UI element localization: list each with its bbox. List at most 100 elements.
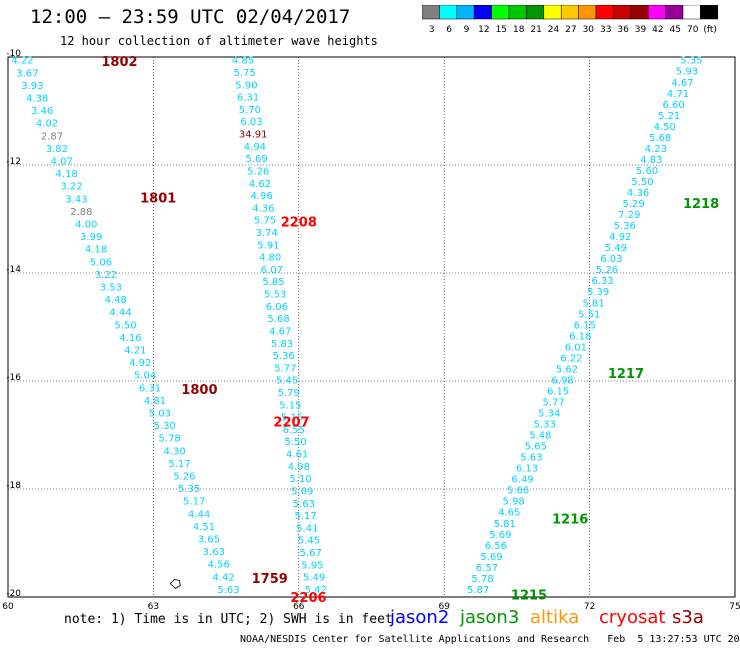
wave-height-value: 4.61: [286, 450, 308, 461]
lat-tick-label: -20: [6, 589, 21, 599]
wave-height-value: 5.45: [298, 536, 320, 547]
wave-height-value: 34.91: [239, 130, 268, 141]
wave-height-value: 5.83: [271, 339, 293, 350]
wave-height-map: 60 63 66 69 72 75 -10 -12 -14 -16 -18 -20 4.223.67 3.…: [2, 49, 740, 610]
legend-jason2: jason2: [390, 607, 450, 628]
lon-tick-label: 60: [2, 602, 14, 610]
wave-height-value: 5.50: [631, 177, 653, 188]
wave-height-value: 4.65: [498, 508, 520, 519]
wave-height-value: 5.36: [614, 221, 636, 232]
map-frame: [7, 56, 736, 598]
wave-height-value: 4.22: [11, 56, 33, 67]
wave-height-value: 6.18: [569, 331, 591, 342]
colorbar-label: 3: [429, 25, 435, 35]
wave-height-value: 6.98: [551, 375, 573, 386]
wave-height-value: 6.01: [565, 342, 587, 353]
lon-tick-label: 75: [729, 602, 740, 610]
wave-height-value: 6.15: [574, 320, 596, 331]
wave-height-value: 4.67: [269, 326, 291, 337]
colorbar-label: 24: [548, 25, 560, 35]
wave-height-value: 5.17: [168, 459, 190, 470]
wave-height-value: 6.49: [511, 475, 533, 486]
wave-height-value: 4.80: [259, 253, 281, 264]
wave-height-value: 4.18: [56, 169, 78, 180]
wave-height-colorbar: 3 6 9 12 15 18 21 24 27 30 33 36 39 42 45 70 (ft): [422, 5, 719, 35]
wave-height-value: 5.35: [178, 484, 200, 495]
pass-time-label: 2206: [290, 591, 326, 606]
lat-tick-label: -14: [6, 265, 21, 275]
wave-height-value: 5.91: [257, 240, 279, 251]
wave-height-value: 4.62: [249, 179, 271, 190]
colorbar-label: 70: [687, 25, 699, 35]
wave-height-value: 5.53: [264, 290, 286, 301]
wave-height-value: 5.49: [303, 573, 325, 584]
wave-height-value: 5.26: [247, 166, 269, 177]
wave-height-value: 5.81: [583, 298, 605, 309]
page-title: 12:00 – 23:59 UTC 02/04/2017: [30, 6, 351, 28]
wave-height-value: 4.36: [627, 188, 649, 199]
wave-height-value: 5.65: [525, 442, 547, 453]
wave-height-value: 5.69: [291, 486, 313, 497]
wave-height-value: 5.36: [273, 351, 295, 362]
lat-tick-label: -10: [6, 49, 21, 59]
wave-height-value: 5.29: [622, 199, 644, 210]
legend-jason3: jason3: [460, 607, 520, 628]
wave-height-value: 3.53: [100, 283, 122, 294]
lat-tick-label: -12: [6, 157, 21, 167]
wave-height-value: 4.94: [244, 142, 266, 153]
wave-height-value: 4.56: [208, 560, 230, 571]
pass-time-label: 1218: [683, 197, 719, 212]
pass-time-label: 2207: [273, 416, 309, 431]
wave-height-value: 5.70: [239, 105, 261, 116]
wave-height-value: 5.77: [274, 363, 296, 374]
wave-height-value: 3.93: [21, 81, 43, 92]
wave-height-value: 6.31: [139, 383, 161, 394]
wave-height-value: 5.93: [676, 67, 698, 78]
wave-height-value: 4.44: [109, 308, 131, 319]
colorbar-label: 33: [600, 25, 611, 35]
wave-height-value: 4.44: [188, 509, 210, 520]
wave-height-value: 5.41: [296, 523, 318, 534]
wave-height-value: 4.30: [163, 446, 185, 457]
wave-height-value: 4.85: [232, 56, 254, 67]
wave-height-value: 5.35: [680, 56, 702, 67]
wave-height-value: 4.00: [75, 220, 97, 231]
wave-height-value: 5.79: [278, 388, 300, 399]
colorbar-label: 21: [530, 25, 541, 35]
wave-height-value: 4.38: [26, 94, 48, 105]
wave-height-value: 3.67: [16, 68, 38, 79]
wave-height-value: 5.69: [489, 530, 511, 541]
wave-height-value: 5.78: [159, 434, 181, 445]
wave-height-value: 6.33: [591, 276, 613, 287]
wave-height-value: 5.81: [494, 519, 516, 530]
colorbar-label: 45: [670, 25, 681, 35]
wave-height-value: 3.46: [31, 106, 53, 117]
wave-height-value: 6.06: [266, 302, 288, 313]
colorbar-label: 42: [652, 25, 663, 35]
wave-height-value: 5.69: [480, 552, 502, 563]
wave-height-value: 4.23: [645, 144, 667, 155]
wave-height-value: 3.43: [65, 194, 87, 205]
wave-height-value: 5.85: [262, 277, 284, 288]
wave-height-value: 5.68: [649, 133, 671, 144]
colorbar-label: 18: [513, 25, 525, 35]
pass-time-label: 1217: [608, 367, 644, 382]
wave-height-value: 4.92: [129, 358, 151, 369]
lon-tick-label: 63: [148, 602, 159, 610]
wave-height-value: 5.17: [183, 497, 205, 508]
wave-height-value: 5.51: [578, 309, 600, 320]
legend-altika: altika: [530, 607, 580, 628]
wave-height-value: 5.26: [173, 472, 195, 483]
wave-height-value: 6.13: [516, 464, 538, 475]
lat-tick-label: -16: [6, 373, 21, 383]
wave-height-value: 5.34: [538, 409, 560, 420]
wave-height-value: 6.22: [560, 353, 582, 364]
units-note: note: 1) Time is in UTC; 2) SWH is in fe…: [64, 612, 393, 627]
lat-tick-label: -18: [6, 481, 21, 491]
wave-height-value: 4.50: [654, 122, 676, 133]
lon-tick-label: 72: [584, 602, 595, 610]
lon-tick-label: 66: [293, 602, 305, 610]
wave-height-value: 4.18: [85, 245, 107, 256]
wave-height-value: 5.69: [245, 154, 267, 165]
